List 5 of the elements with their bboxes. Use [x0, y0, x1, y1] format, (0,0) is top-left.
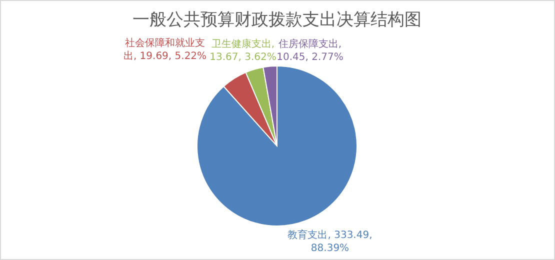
data-label: 教育支出, 333.49, 88.39% — [288, 230, 372, 254]
chart-title: 一般公共预算财政拨款支出决算结构图 — [132, 10, 422, 30]
data-label: 卫生健康支出, 13.67, 3.62% — [210, 39, 276, 63]
data-label: 社会保障和就业支出, 19.69, 5.22% — [123, 38, 207, 62]
data-label: 住房保障支出, 10.45, 2.77% — [276, 39, 344, 63]
